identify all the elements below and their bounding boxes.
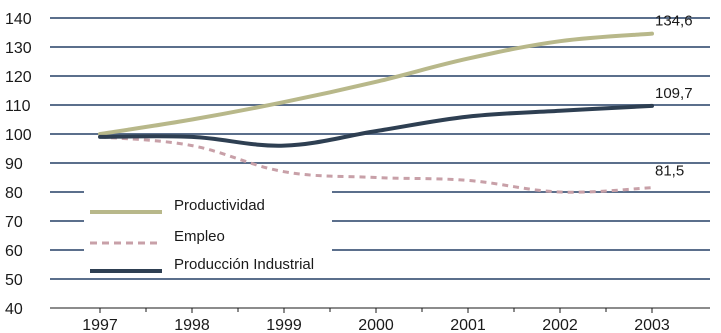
y-tick-label: 50	[5, 272, 23, 289]
y-tick-label: 140	[5, 11, 32, 28]
x-tick-label: 1999	[266, 317, 302, 333]
end-label-producci-n-industrial: 109,7	[655, 85, 693, 102]
series-line-producci-n-industrial	[98, 103, 654, 148]
end-label-productividad: 134,6	[655, 13, 693, 30]
end-label-empleo: 81,5	[655, 163, 684, 180]
x-axis: 1997 1998 1999 2000 2001 2002 2003	[50, 307, 710, 333]
series-line-productividad	[98, 31, 654, 136]
legend-label-producci-n-industrial: Producción Industrial	[174, 256, 314, 273]
legend: Productividad Empleo Producción Industrial	[84, 190, 332, 273]
y-tick-label: 100	[5, 127, 32, 144]
y-tick-label: 110	[5, 98, 31, 115]
x-tick-label: 1997	[82, 317, 118, 333]
x-tick-label: 2002	[542, 317, 578, 333]
y-tick-label: 70	[5, 214, 23, 231]
series-line-empleo	[99, 135, 653, 194]
end-labels: 134,6 81,5 109,7	[655, 13, 693, 180]
y-tick-label: 60	[5, 243, 23, 260]
x-tick-label: 1998	[174, 317, 210, 333]
series-lines	[98, 31, 654, 194]
x-tick-label: 2000	[358, 317, 394, 333]
y-tick-label: 130	[5, 40, 32, 57]
legend-box	[84, 190, 332, 272]
y-tick-label: 80	[5, 185, 23, 202]
legend-label-empleo: Empleo	[174, 228, 225, 245]
x-tick-label: 2003	[634, 317, 670, 333]
legend-label-productividad: Productividad	[174, 197, 265, 214]
y-tick-label: 90	[5, 156, 23, 173]
y-axis: 40 50 60 70 80 90 100 110 120 130 140	[5, 11, 32, 318]
y-tick-label: 120	[5, 69, 32, 86]
y-tick-label: 40	[5, 301, 23, 318]
x-tick-label: 2001	[450, 317, 486, 333]
